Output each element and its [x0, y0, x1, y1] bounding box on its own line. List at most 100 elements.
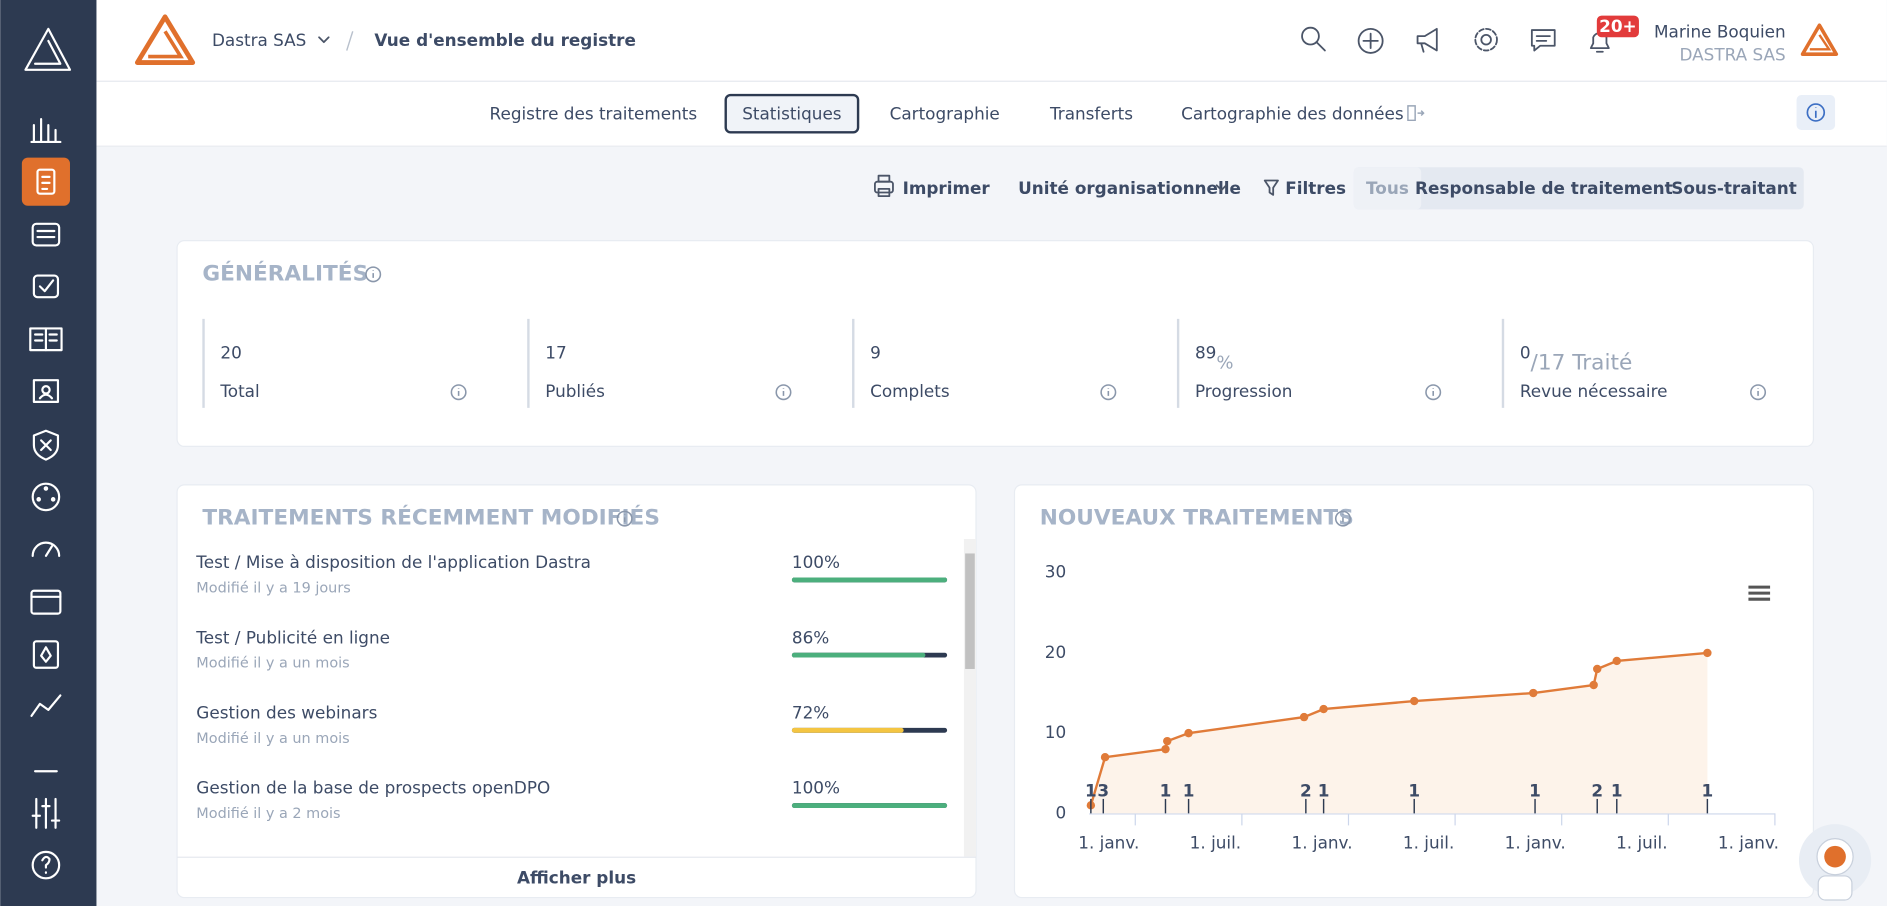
stat-number: 9: [870, 343, 881, 363]
point: [1299, 712, 1309, 722]
info-circle: [1750, 384, 1767, 401]
flag-label: 2: [1591, 781, 1603, 801]
info-circle: [775, 384, 792, 401]
segment-control: [1353, 167, 1804, 210]
item-name[interactable]: Gestion des webinars: [196, 702, 377, 722]
flag-label: 1: [1611, 781, 1623, 801]
info-icon[interactable]: [365, 266, 382, 283]
info-icon[interactable]: [616, 510, 633, 527]
stat-value: 17: [545, 343, 566, 363]
item-progress-label: 72%: [792, 702, 829, 722]
flag-label: 1: [1085, 781, 1097, 801]
segment[interactable]: Tous: [1366, 178, 1409, 198]
info-icon[interactable]: [1425, 384, 1442, 401]
tab[interactable]: Cartographie des données: [1181, 103, 1403, 123]
segment-inactive: [1353, 167, 1422, 210]
stat-number: 20: [220, 343, 241, 363]
unit-selector[interactable]: Unité organisationnelle: [1018, 178, 1241, 198]
stat-unit: %: [1216, 352, 1233, 373]
progress-bar: [791, 577, 948, 583]
progress-bar: [791, 652, 926, 658]
scrollbar-thumb[interactable]: [965, 553, 975, 669]
user-name[interactable]: Marine Boquien: [1654, 21, 1786, 41]
x-tick-label: 1. juil.: [1403, 832, 1454, 852]
info-circle: [616, 510, 633, 527]
stat-label: Progression: [1195, 381, 1292, 401]
info-icon[interactable]: [450, 384, 467, 401]
recent-card: [176, 484, 977, 899]
stat-number: 0: [1520, 343, 1531, 363]
support-avatar[interactable]: [1798, 824, 1872, 901]
print-icon[interactable]: [874, 174, 894, 198]
item-progress-label: 100%: [792, 552, 840, 572]
show-more-button[interactable]: Afficher plus: [517, 867, 636, 887]
tab[interactable]: Statistiques: [742, 103, 841, 123]
info-icon[interactable]: [775, 384, 792, 401]
x-tick-label: 1. juil.: [1616, 832, 1667, 852]
point: [1593, 664, 1602, 674]
x-tick-label: 1. janv.: [1718, 832, 1779, 852]
tab[interactable]: Cartographie: [890, 103, 1000, 123]
item-modified: Modifié il y a un mois: [196, 656, 349, 672]
chart-menu[interactable]: [1748, 585, 1771, 601]
x-tick-label: 1. janv.: [1078, 832, 1139, 852]
unit-chevron[interactable]: [1215, 184, 1228, 192]
general-card: [176, 240, 1815, 447]
sidebar-logo[interactable]: [24, 27, 72, 71]
brand-logo[interactable]: [134, 14, 196, 65]
item-modified: Modifié il y a 2 mois: [196, 806, 340, 822]
info-icon[interactable]: [1750, 384, 1767, 401]
flag-label: 3: [1097, 781, 1109, 801]
print-button[interactable]: Imprimer: [903, 178, 991, 198]
tab[interactable]: Transferts: [1049, 103, 1133, 123]
card-title: GÉNÉRALITÉS: [202, 260, 368, 286]
info-icon[interactable]: [1100, 384, 1117, 401]
flag-label: 1: [1183, 781, 1195, 801]
chart: 0 10 20 30 1. janv. 1. juil. 1. janv. 1. juil. 1…: [1045, 510, 1779, 852]
header-bg: [0, 0, 1887, 147]
stat-label: Revue nécessaire: [1520, 381, 1668, 401]
item-name[interactable]: Gestion de la base de prospects openDPO: [196, 778, 550, 798]
page-title: Vue d'ensemble du registre: [374, 30, 636, 50]
breadcrumb-separator: [346, 31, 354, 51]
info-icon[interactable]: [1334, 510, 1351, 527]
segment[interactable]: Responsable de traitement: [1415, 178, 1673, 198]
filter-icon[interactable]: [1263, 179, 1279, 196]
stat-label: Complets: [870, 381, 950, 401]
stat-value: 20: [220, 343, 241, 363]
company-chevron[interactable]: [318, 36, 330, 44]
stat-value: 0/17 Traité: [1520, 343, 1632, 376]
item-name[interactable]: Test / Publicité en ligne: [195, 627, 390, 647]
company-selector[interactable]: Dastra SAS: [212, 30, 306, 50]
y-tick-label: 20: [1045, 642, 1066, 662]
user-avatar[interactable]: [1800, 23, 1839, 56]
stat-label: Publiés: [545, 381, 605, 401]
point: [1410, 696, 1419, 706]
stat-value: 89%: [1195, 343, 1234, 374]
recent-list: Test / Mise à disposition de l'applicati…: [195, 510, 948, 822]
sidebar-icons[interactable]: [29, 118, 63, 880]
area: [1090, 652, 1708, 814]
sidebar: [0, 0, 97, 906]
external-icon: [1407, 105, 1425, 122]
stat-number: 89: [1195, 343, 1216, 363]
item-modified: Modifié il y a 19 jours: [196, 580, 350, 596]
info-circle: [365, 266, 382, 283]
point: [1161, 744, 1170, 754]
sidebar-active: [21, 157, 70, 206]
tab-active-frame: [724, 93, 860, 134]
item-progress-label: 100%: [792, 778, 840, 798]
segment[interactable]: Sous-traitant: [1671, 178, 1797, 198]
progress-bar: [791, 803, 948, 808]
point: [1100, 752, 1110, 762]
user-company: DASTRA SAS: [1680, 44, 1786, 64]
filters-button[interactable]: Filtres: [1285, 178, 1346, 198]
flag-label: 1: [1529, 781, 1541, 801]
point: [1184, 728, 1193, 738]
y-tick-label: 10: [1045, 722, 1066, 742]
tab[interactable]: Registre des traitements: [490, 103, 698, 123]
y-tick-label: 30: [1045, 562, 1066, 582]
info-circle: [1100, 384, 1117, 401]
x-tick-label: 1. juil.: [1190, 832, 1241, 852]
item-name[interactable]: Test / Mise à disposition de l'applicati…: [195, 552, 591, 572]
